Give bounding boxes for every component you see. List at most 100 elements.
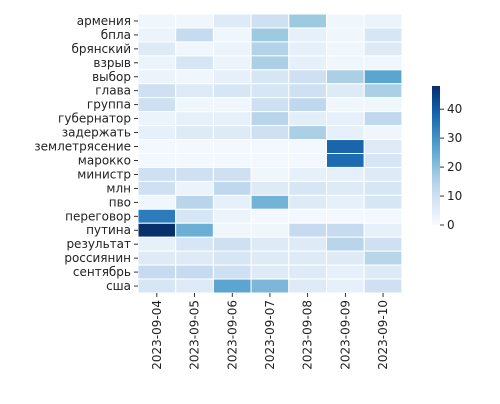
- heatmap-cell: [326, 278, 365, 294]
- heatmap-cell: [175, 125, 214, 141]
- y-tick-label: россиянин: [64, 251, 131, 265]
- heatmap-cell: [175, 111, 214, 127]
- y-tick-label: выбор: [92, 70, 131, 84]
- heatmap-cell: [175, 264, 214, 280]
- heatmap-cell: [137, 208, 177, 224]
- heatmap-cell: [288, 250, 327, 266]
- heatmap-cell: [363, 153, 403, 168]
- y-tick-label: взрыв: [93, 56, 131, 70]
- heatmap-cell: [212, 180, 252, 196]
- y-tick-label: губернатор: [58, 112, 131, 126]
- heatmap-cell: [250, 125, 290, 141]
- y-tick-labels: армениябплабрянскийвзрыввыборглавагруппа…: [34, 14, 138, 293]
- y-tick-label: министр: [77, 167, 131, 181]
- heatmap-cell: [326, 250, 365, 266]
- heatmap-cell: [212, 69, 252, 85]
- heatmap-cell: [250, 153, 290, 168]
- heatmap-cell: [288, 97, 327, 113]
- heatmap-cell: [212, 125, 252, 141]
- heatmap-cell: [175, 97, 214, 113]
- y-tick-label: бпла: [101, 28, 131, 42]
- heatmap-cell: [175, 222, 214, 238]
- heatmap-cell: [326, 264, 365, 280]
- heatmap-cell: [175, 278, 214, 294]
- heatmap-cell: [326, 139, 365, 155]
- heatmap-cell: [137, 97, 177, 113]
- heatmap-cell: [326, 208, 365, 224]
- heatmap-cell: [288, 13, 327, 29]
- heatmap-cell: [250, 166, 290, 182]
- heatmap-cell: [288, 180, 327, 196]
- heatmap-cell: [212, 97, 252, 113]
- colorbar-tick-label: 0: [447, 218, 455, 232]
- heatmap-cell: [363, 250, 403, 266]
- heatmap-cell: [212, 250, 252, 266]
- heatmap-cell: [250, 83, 290, 99]
- heatmap-cell: [288, 41, 327, 57]
- heatmap-cell: [137, 111, 177, 127]
- heatmap-cell: [363, 278, 403, 294]
- x-tick-label: 2023-09-04: [150, 300, 164, 370]
- colorbar-tick-label: 30: [447, 131, 462, 145]
- heatmap-cell: [363, 27, 403, 43]
- x-tick-label: 2023-09-05: [188, 300, 202, 370]
- x-tick-label: 2023-09-07: [263, 300, 277, 370]
- y-tick-label: армения: [77, 14, 131, 28]
- y-tick-label: брянский: [71, 42, 131, 56]
- y-tick-label: сша: [106, 279, 131, 293]
- heatmap-cell: [175, 69, 214, 85]
- heatmap-cell: [326, 153, 365, 168]
- colorbar-gradient: [432, 86, 440, 225]
- heatmap-cell: [250, 264, 290, 280]
- heatmap-cell: [137, 194, 177, 210]
- heatmap-cell: [250, 55, 290, 71]
- heatmap-cell: [326, 97, 365, 113]
- heatmap-cell: [175, 41, 214, 57]
- heatmap-cell: [288, 83, 327, 99]
- heatmap-cell: [363, 41, 403, 57]
- heatmap-cell: [288, 264, 327, 280]
- heatmap-cell: [250, 41, 290, 57]
- heatmap-cell: [137, 166, 177, 182]
- heatmap-cell: [250, 208, 290, 224]
- y-tick-label: пво: [109, 195, 131, 209]
- heatmap-cell: [175, 250, 214, 266]
- x-tick-label: 2023-09-10: [376, 300, 390, 370]
- y-tick-label: глава: [95, 84, 131, 98]
- heatmap-cell: [175, 153, 214, 168]
- heatmap-cell: [212, 194, 252, 210]
- heatmap-cell: [137, 264, 177, 280]
- heatmap-cell: [363, 111, 403, 127]
- heatmap-cell: [175, 27, 214, 43]
- heatmap-cell: [175, 208, 214, 224]
- y-tick-label: задержать: [62, 126, 131, 140]
- heatmap-cell: [250, 180, 290, 196]
- heatmap-cell: [326, 125, 365, 141]
- y-tick-label: марокко: [78, 153, 131, 167]
- heatmap-cell: [175, 236, 214, 252]
- x-tick-label: 2023-09-09: [338, 300, 352, 370]
- heatmap-cell: [288, 69, 327, 85]
- heatmap-cell: [212, 41, 252, 57]
- heatmap-cell: [326, 194, 365, 210]
- heatmap-cell: [137, 41, 177, 57]
- heatmap-cell: [288, 236, 327, 252]
- heatmap-cell: [137, 125, 177, 141]
- heatmap-cells: [137, 13, 403, 294]
- heatmap-cell: [250, 139, 290, 155]
- heatmap-cell: [137, 27, 177, 43]
- heatmap-cell: [250, 13, 290, 29]
- heatmap-cell: [363, 208, 403, 224]
- heatmap-cell: [212, 278, 252, 294]
- colorbar: 0 10 20 30 40: [432, 86, 462, 232]
- heatmap-cell: [363, 139, 403, 155]
- heatmap-cell: [288, 125, 327, 141]
- heatmap-cell: [137, 236, 177, 252]
- heatmap-cell: [326, 69, 365, 85]
- heatmap-cell: [137, 55, 177, 71]
- y-tick-label: переговор: [65, 209, 131, 223]
- heatmap-cell: [137, 69, 177, 85]
- heatmap-cell: [326, 222, 365, 238]
- heatmap-cell: [288, 278, 327, 294]
